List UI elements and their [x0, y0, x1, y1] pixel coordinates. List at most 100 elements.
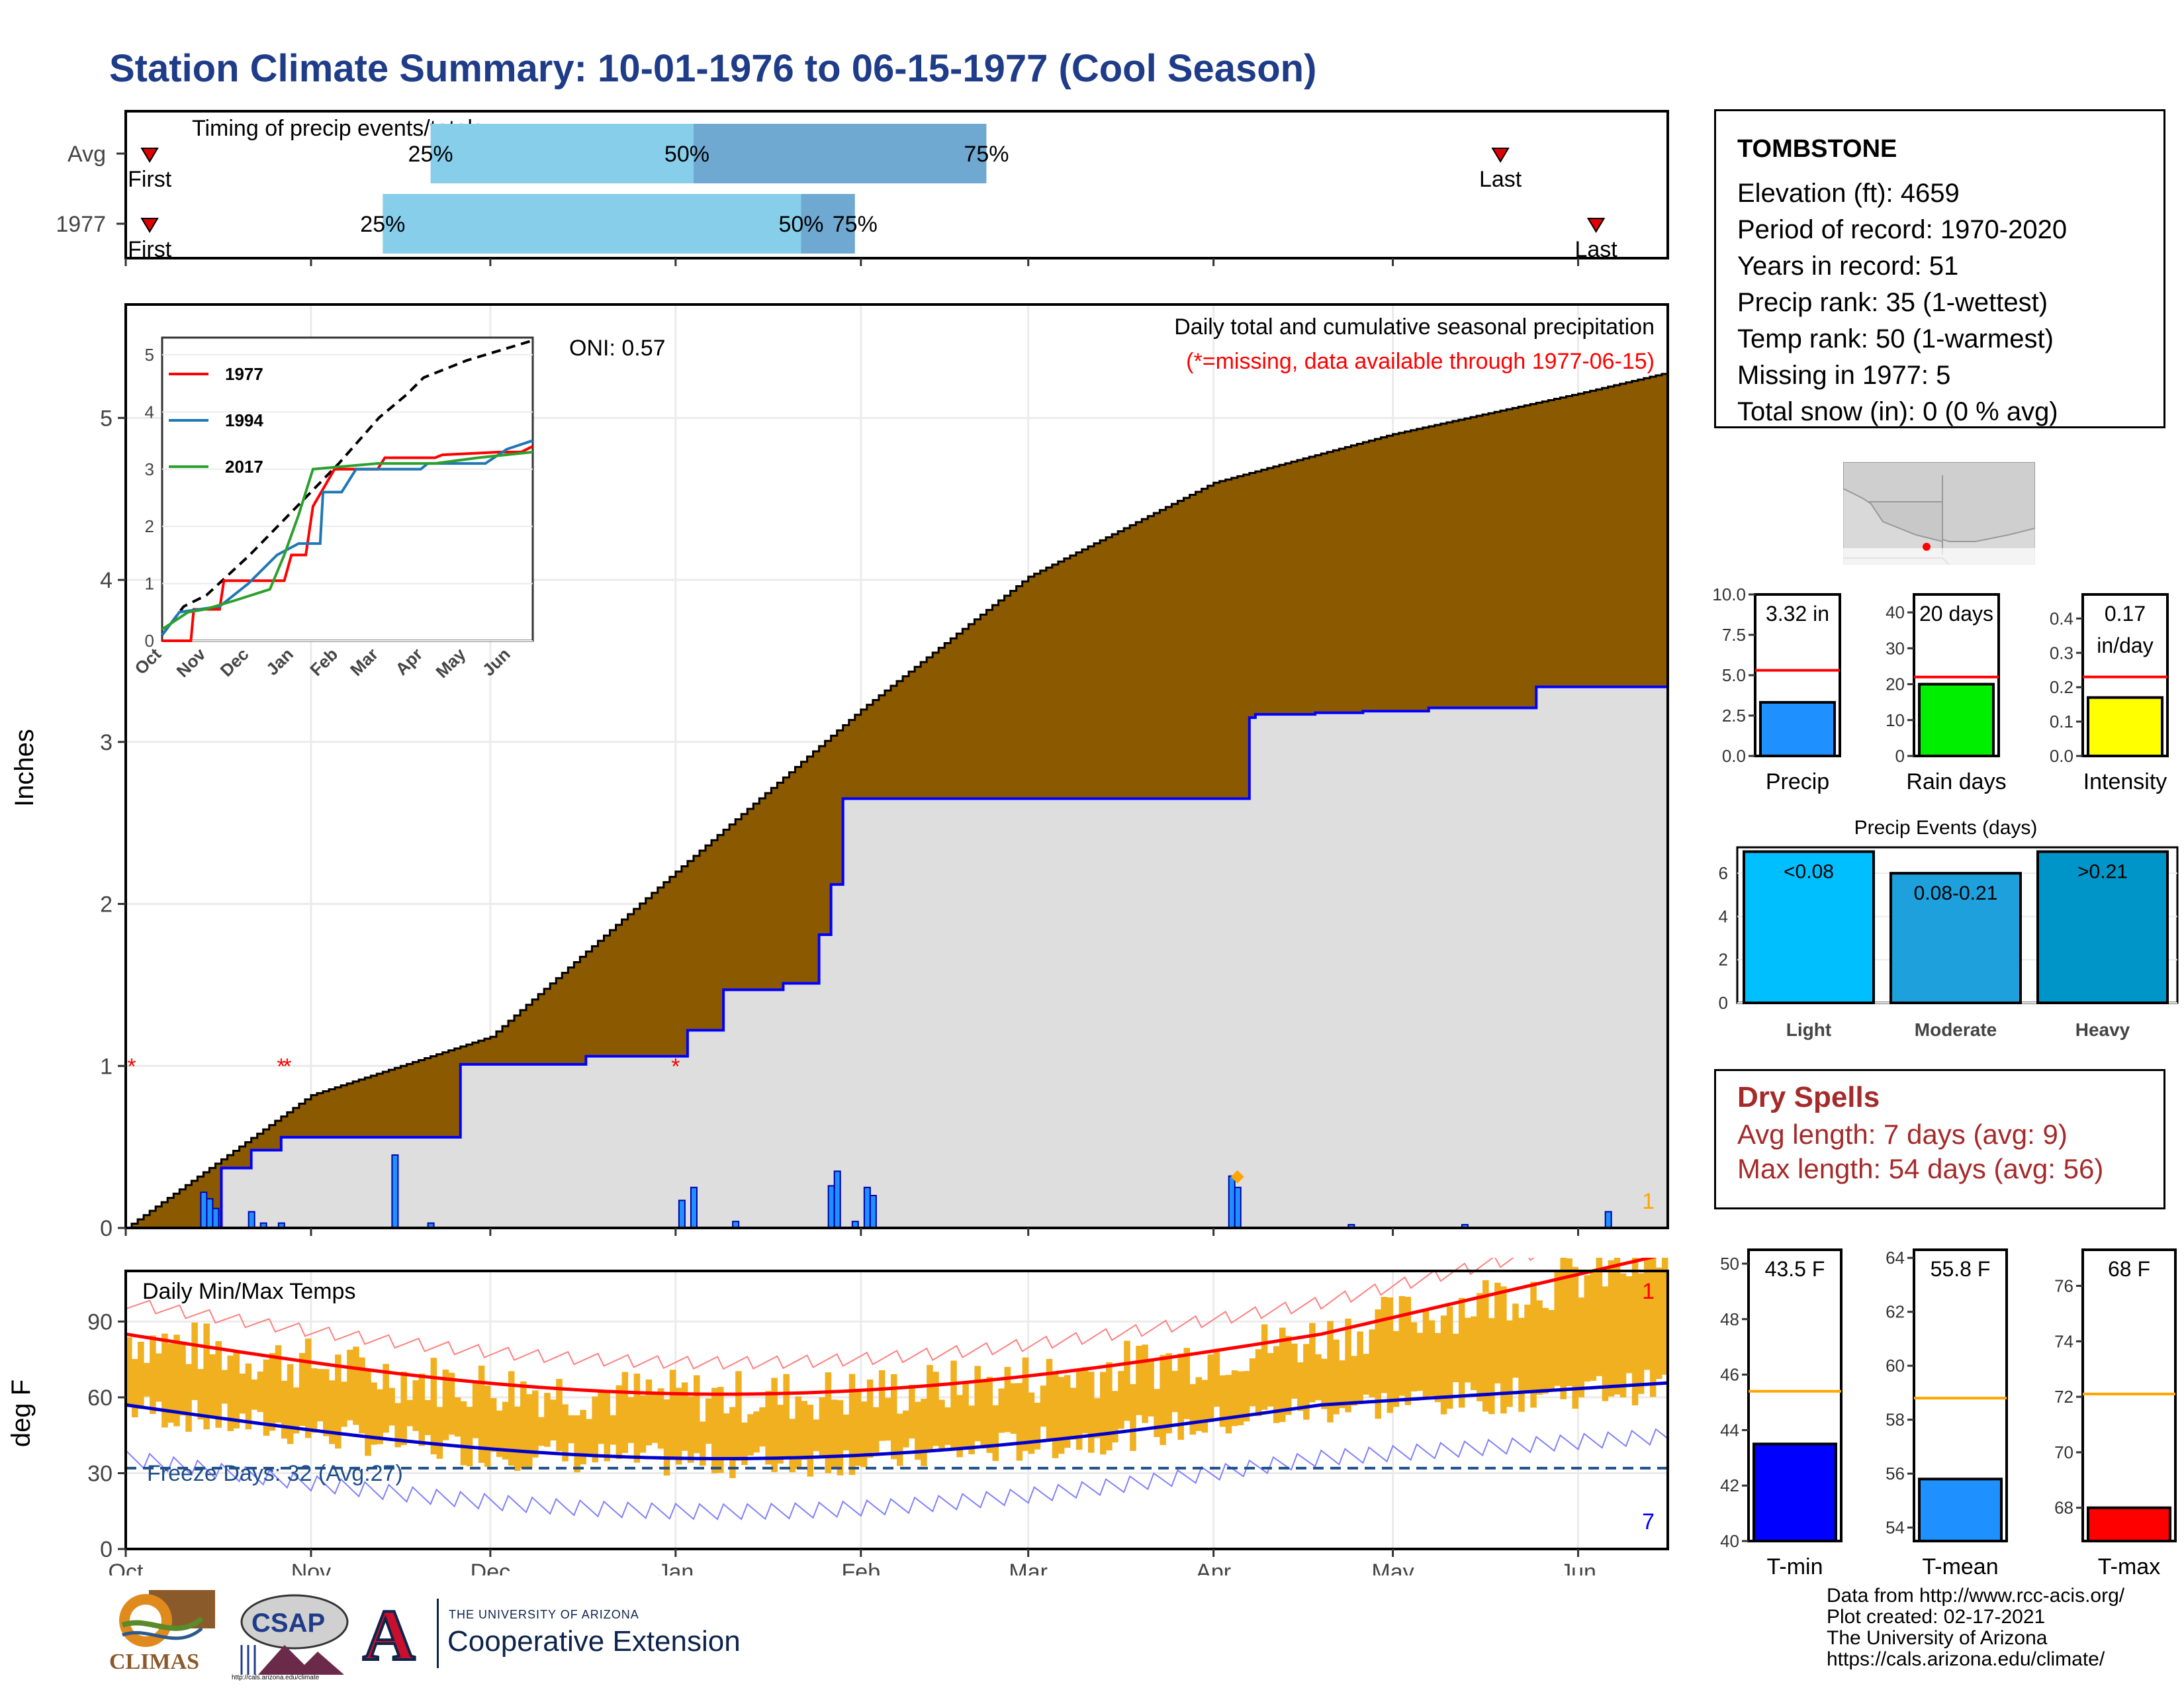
info-period: Period of record: 1970-2020: [1737, 215, 2068, 244]
cum-title: Daily total and cumulative seasonal prec…: [1174, 314, 1655, 340]
temps-daily-bar: [1649, 1258, 1657, 1397]
temps-daily-bar: [807, 1405, 814, 1477]
temps-daily-bar: [1118, 1371, 1124, 1429]
temps-daily-bar: [819, 1397, 826, 1458]
temps-daily-bar: [1034, 1403, 1041, 1450]
temps-daily-bar: [884, 1397, 891, 1441]
temp-summary-0-ytick-label: 44: [1720, 1420, 1739, 1440]
cum-missing-marker: *: [283, 1054, 291, 1079]
cum-event-marker: ◆: [1231, 1166, 1244, 1186]
temps-daily-bar: [550, 1399, 557, 1441]
temps-daily-bar: [227, 1355, 234, 1431]
temps-daily-bar: [1387, 1297, 1394, 1413]
cum-ytick-label: 4: [100, 568, 113, 593]
station-location-dot: [1923, 543, 1931, 551]
temps-daily-bar: [1458, 1297, 1465, 1408]
temps-daily-bar: [436, 1407, 443, 1459]
temp-summary-1-ytick-label: 54: [1886, 1518, 1905, 1538]
precip-events-bar-label: 0.08-0.21: [1914, 882, 1998, 904]
temps-daily-bar: [927, 1365, 933, 1450]
temps-daily-bar: [848, 1374, 856, 1476]
temps-daily-bar: [1160, 1354, 1166, 1445]
timing-last-label: Last: [1574, 237, 1617, 262]
footer-line-created: Plot created: 02-17-2021: [1827, 1606, 2046, 1628]
temps-xtick-label: Feb: [842, 1560, 881, 1575]
precip-events-title: Precip Events (days): [1854, 818, 2038, 839]
temps-daily-bar: [1279, 1327, 1286, 1423]
temps-daily-bar: [789, 1419, 796, 1473]
station-name: TOMBSTONE: [1737, 135, 1897, 163]
temps-daily-bar: [1661, 1258, 1668, 1375]
temps-daily-bar: [1428, 1320, 1435, 1396]
temps-daily-bar: [1249, 1358, 1256, 1407]
temps-daily-bar: [663, 1399, 670, 1476]
inset-series-line-1977: [162, 445, 533, 642]
ua-cooperative-extension-logo: A THE UNIVERSITY OF ARIZONA Cooperative …: [361, 1593, 760, 1677]
precip-summary-0-ytick-label: 0.0: [1722, 746, 1746, 766]
temps-daily-bar: [1345, 1318, 1351, 1413]
precip-summary-1-bar: [1918, 682, 1995, 757]
temps-daily-bar: [269, 1353, 276, 1431]
cum-daily-bar: [863, 1186, 871, 1229]
csap-logo-graphic: [240, 1594, 349, 1675]
temps-daily-bar: [1243, 1371, 1250, 1422]
inset-ytick-label: 1: [145, 574, 154, 594]
temps-daily-bar: [729, 1407, 736, 1478]
temps-daily-bar: [592, 1396, 598, 1463]
temps-daily-bar: [1327, 1321, 1334, 1423]
temps-daily-bar: [239, 1374, 246, 1414]
ua-letter-logo: A: [361, 1593, 416, 1677]
temps-daily-bar: [1130, 1383, 1136, 1451]
climas-logo-graphic: [119, 1590, 215, 1647]
temps-daily-bar: [502, 1401, 509, 1460]
timing-bar-25-50: [430, 124, 694, 183]
temp-summary-0-ytick-label: 46: [1720, 1365, 1739, 1385]
temp-summary-2-ytick-label: 74: [2054, 1331, 2073, 1351]
temps-daily-bar: [741, 1422, 748, 1466]
temps-frame: [124, 1270, 1669, 1550]
temps-daily-bar: [1333, 1339, 1340, 1415]
temps-daily-bar: [298, 1352, 306, 1427]
csap-logo-text: CSAP: [251, 1609, 326, 1638]
temps-daily-bar: [1100, 1372, 1107, 1455]
temps-daily-bar: [514, 1406, 521, 1472]
temps-daily-bar: [765, 1391, 772, 1465]
cum-obs-area: [126, 686, 1668, 1228]
precip-summary-0-bar: [1759, 700, 1836, 758]
temps-daily-bar: [454, 1397, 461, 1437]
temps-daily-bar: [293, 1387, 300, 1434]
temps-daily-bar: [1631, 1258, 1639, 1406]
dry-spells-avg: Avg length: 7 days (avg: 9): [1737, 1119, 2068, 1150]
precip-events-category-label: Light: [1786, 1019, 1831, 1040]
temp-summary-2-ytick-label: 72: [2054, 1387, 2073, 1407]
temp-summary-2-ytick-label: 70: [2054, 1442, 2073, 1462]
temps-daily-bar: [1572, 1266, 1579, 1409]
csap-logo-url: http://cals.arizona.edu/climate: [232, 1674, 320, 1681]
temps-daily-bar: [371, 1382, 377, 1445]
temps-daily-bar: [1524, 1304, 1531, 1393]
temps-daily-bar: [866, 1380, 874, 1458]
temps-daily-bar: [1273, 1346, 1280, 1423]
temps-daily-bar: [1315, 1354, 1322, 1401]
temps-daily-bar: [705, 1398, 712, 1444]
temps-daily-bar: [998, 1388, 1005, 1433]
temps-daily-bar: [1112, 1391, 1118, 1442]
temps-daily-bar: [1351, 1356, 1357, 1406]
temps-daily-bar: [747, 1414, 754, 1456]
timing-bar-50-75: [693, 124, 987, 183]
temps-daily-bar: [1225, 1374, 1232, 1434]
temps-daily-bar: [383, 1364, 389, 1433]
precip-summary-1-category-label: Rain days: [1906, 769, 2006, 794]
inset-legend-label: 1994: [225, 410, 263, 430]
temps-freeze-label: Freeze Days: 32 (Avg:27): [147, 1461, 403, 1486]
temps-daily-bar: [1464, 1317, 1471, 1383]
precip-summary-0-ytick-label: 7.5: [1722, 625, 1746, 645]
cum-daily-bar: [248, 1211, 255, 1229]
temps-daily-bar: [400, 1372, 407, 1445]
timing-last-marker: [1491, 148, 1510, 163]
precip-summary-1-ytick-label: 40: [1886, 602, 1905, 622]
info-precip-rank: Precip rank: 35 (1-wettest): [1737, 288, 2048, 317]
temps-daily-bar: [126, 1337, 132, 1405]
temps-record-max-line: [125, 1258, 1535, 1370]
temps-daily-bar: [1404, 1297, 1412, 1405]
